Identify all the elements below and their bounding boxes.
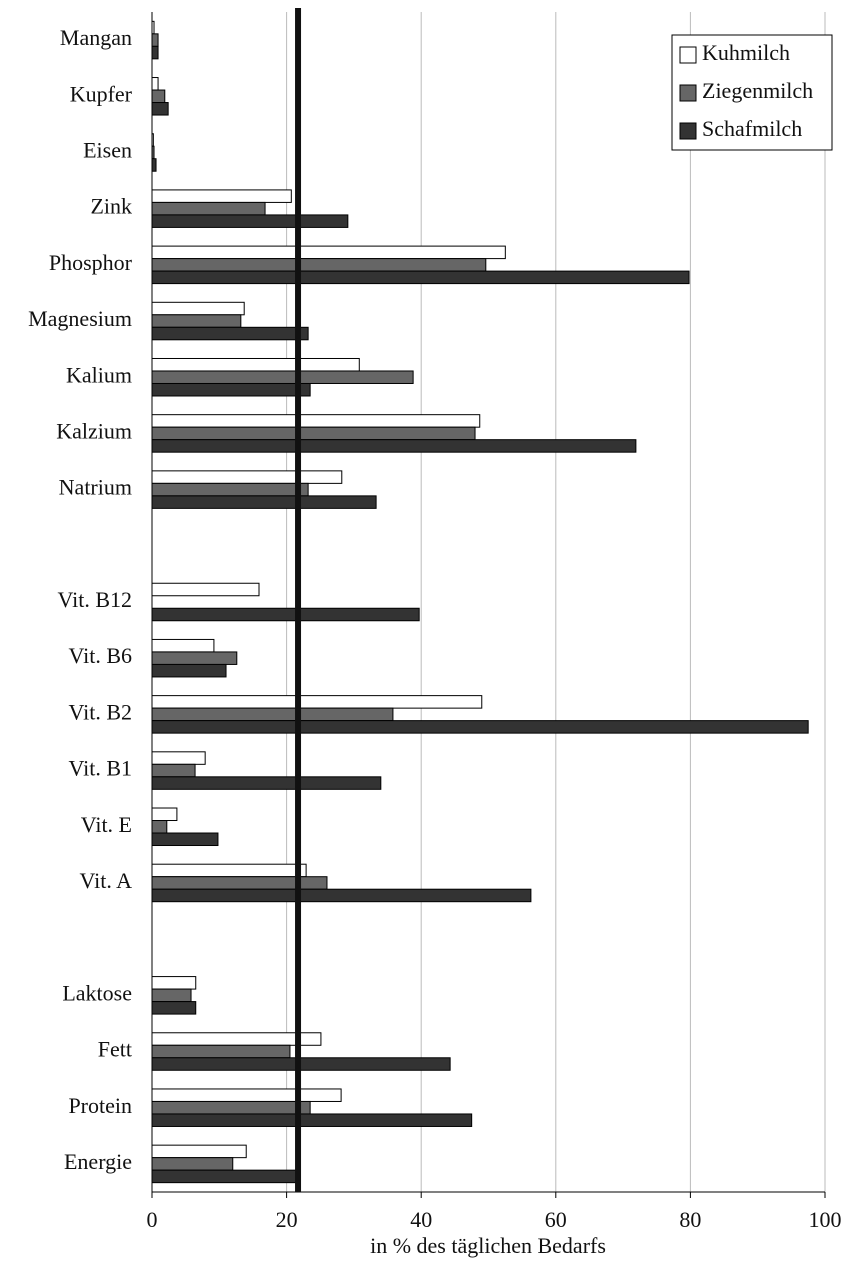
bar bbox=[151, 832, 219, 847]
bar bbox=[151, 158, 157, 172]
bar bbox=[151, 245, 506, 260]
y-tick-label: Vit. A bbox=[80, 868, 133, 893]
bar bbox=[151, 258, 487, 272]
bar bbox=[151, 77, 159, 91]
bar bbox=[151, 1057, 451, 1071]
legend-label: Kuhmilch bbox=[702, 40, 790, 65]
bar bbox=[151, 357, 360, 372]
bar bbox=[151, 201, 266, 216]
y-tick-label: Protein bbox=[68, 1093, 132, 1118]
bar bbox=[151, 820, 168, 834]
bar bbox=[151, 888, 532, 903]
bar bbox=[151, 582, 260, 597]
y-tick-label: Mangan bbox=[60, 25, 132, 50]
bar bbox=[151, 189, 292, 203]
x-tick-label: 100 bbox=[809, 1207, 842, 1232]
y-tick-label: Zink bbox=[90, 194, 132, 219]
bar bbox=[151, 776, 382, 790]
bar bbox=[151, 1100, 311, 1115]
bar bbox=[151, 133, 154, 147]
bar bbox=[151, 326, 309, 341]
bar bbox=[151, 763, 196, 778]
bar bbox=[151, 89, 166, 104]
legend-swatch bbox=[679, 46, 697, 64]
y-tick-label: Vit. B2 bbox=[69, 699, 132, 724]
y-tick-label: Vit. B12 bbox=[58, 587, 132, 612]
legend-label: Schafmilch bbox=[702, 116, 802, 141]
legend-swatch bbox=[679, 122, 697, 140]
bar bbox=[151, 720, 809, 734]
legend-label: Ziegenmilch bbox=[702, 78, 813, 103]
x-tick-label: 0 bbox=[147, 1207, 158, 1232]
x-axis-label: in % des täglichen Bedarfs bbox=[370, 1233, 606, 1258]
bar bbox=[151, 863, 307, 878]
y-tick-label: Fett bbox=[98, 1037, 132, 1062]
legend-swatch bbox=[679, 84, 697, 102]
bar bbox=[151, 695, 483, 709]
y-tick-label: Vit. B1 bbox=[69, 756, 132, 781]
bar bbox=[151, 638, 215, 653]
y-tick-label: Kalzium bbox=[56, 418, 132, 443]
y-tick-label: Laktose bbox=[62, 980, 132, 1005]
bar bbox=[151, 1044, 291, 1059]
bar bbox=[151, 607, 420, 622]
bar bbox=[151, 214, 349, 228]
bar bbox=[151, 1113, 473, 1127]
bar bbox=[151, 495, 377, 509]
bar bbox=[151, 1157, 234, 1171]
bar bbox=[151, 976, 197, 990]
bar bbox=[151, 470, 343, 484]
bar bbox=[151, 301, 245, 316]
bar bbox=[151, 33, 159, 47]
bar bbox=[151, 439, 637, 453]
bar bbox=[151, 20, 155, 35]
bar bbox=[151, 314, 242, 328]
y-tick-label: Energie bbox=[64, 1149, 132, 1174]
bar bbox=[151, 988, 192, 1003]
y-tick-label: Natrium bbox=[59, 475, 132, 500]
bar bbox=[151, 382, 311, 397]
x-tick-label: 80 bbox=[679, 1207, 701, 1232]
y-tick-label: Eisen bbox=[83, 138, 132, 163]
x-tick-label: 40 bbox=[410, 1207, 432, 1232]
bar bbox=[151, 1144, 247, 1159]
bar bbox=[151, 1169, 299, 1184]
bar bbox=[151, 651, 238, 665]
bar bbox=[151, 751, 206, 765]
bar bbox=[151, 145, 155, 160]
bar bbox=[151, 270, 690, 285]
bar bbox=[151, 414, 481, 428]
bar bbox=[151, 707, 394, 722]
bar bbox=[151, 807, 178, 822]
y-tick-label: Kalium bbox=[66, 362, 132, 387]
y-tick-label: Kupfer bbox=[70, 81, 133, 106]
y-tick-label: Magnesium bbox=[28, 306, 132, 331]
legend-box bbox=[671, 34, 833, 151]
x-tick-label: 60 bbox=[545, 1207, 567, 1232]
bar bbox=[151, 370, 414, 384]
y-tick-label: Vit. B6 bbox=[69, 643, 132, 668]
bar bbox=[151, 102, 169, 116]
bar bbox=[151, 426, 476, 441]
bar bbox=[151, 1088, 342, 1102]
x-tick-label: 20 bbox=[276, 1207, 298, 1232]
bar bbox=[151, 482, 309, 497]
bar bbox=[151, 663, 227, 678]
bar bbox=[151, 1001, 197, 1015]
y-tick-label: Vit. E bbox=[81, 812, 132, 837]
y-tick-label: Phosphor bbox=[49, 250, 133, 275]
bar bbox=[151, 45, 159, 60]
